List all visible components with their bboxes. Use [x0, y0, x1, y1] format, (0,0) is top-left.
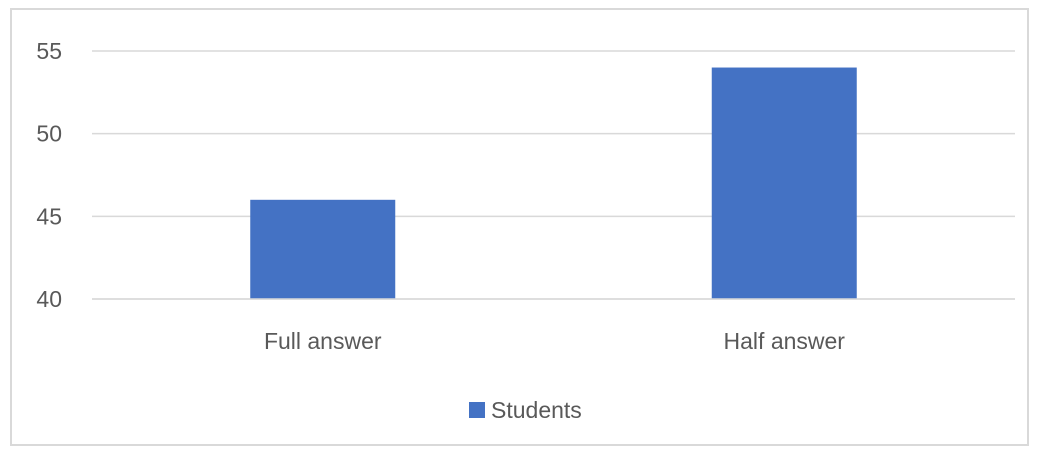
bar-full-answer — [250, 199, 396, 299]
legend: Students — [469, 397, 582, 423]
y-tick-label-40: 40 — [36, 286, 62, 312]
category-label-half-answer: Half answer — [724, 328, 846, 354]
category-labels: Full answer Half answer — [264, 328, 845, 354]
legend-swatch-students — [469, 402, 485, 418]
bar-half-answer — [711, 67, 857, 300]
y-tick-label-50: 50 — [36, 121, 62, 147]
chart-frame — [10, 8, 1029, 446]
category-label-full-answer: Full answer — [264, 328, 382, 354]
gridlines — [92, 50, 1015, 300]
y-tick-label-55: 55 — [36, 38, 62, 64]
bars — [250, 67, 857, 300]
legend-label-students: Students — [491, 397, 582, 423]
y-tick-labels: 40 45 50 55 — [36, 38, 62, 312]
y-tick-label-45: 45 — [36, 203, 62, 229]
